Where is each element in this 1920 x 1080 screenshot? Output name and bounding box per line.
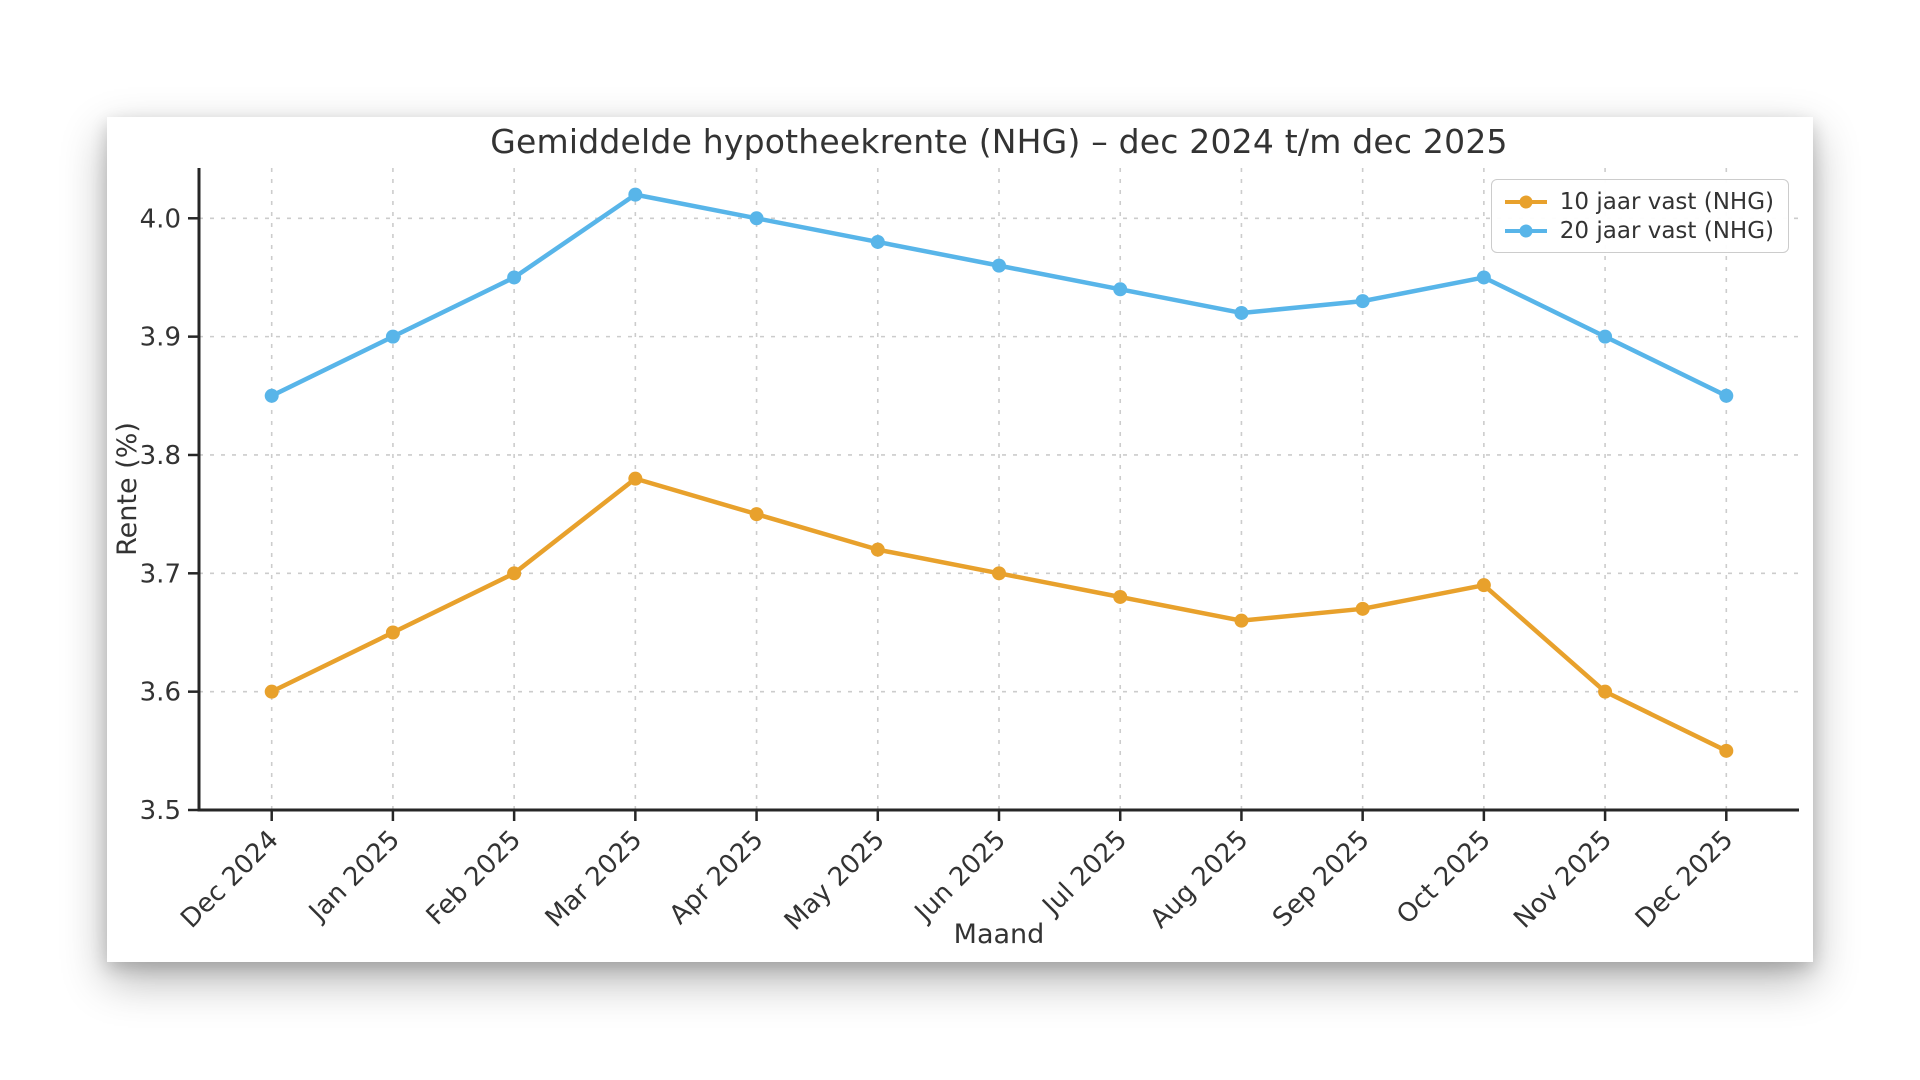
svg-text:Feb 2025: Feb 2025 [421,825,527,931]
axes [188,168,1799,821]
gridlines [199,168,1799,811]
chart-card: Gemiddelde hypotheekrente (NHG) – dec 20… [107,117,1813,962]
svg-text:Dec 2024: Dec 2024 [175,825,284,934]
svg-text:Apr 2025: Apr 2025 [664,825,770,931]
legend-item-10-jaar: 10 jaar vast (NHG) [1502,187,1774,216]
svg-text:Dec 2025: Dec 2025 [1630,825,1739,934]
tick-labels: 3.5 3.6 3.7 3.8 3.9 4.0 Dec 2024 Jan 2025 Feb 20… [140,204,1740,936]
svg-text:3.7: 3.7 [140,559,181,589]
legend-swatch-10-jaar-icon [1504,195,1547,208]
svg-text:Sep 2025: Sep 2025 [1267,825,1375,933]
svg-text:4.0: 4.0 [140,204,181,234]
legend-swatch-20-jaar-icon [1504,224,1547,237]
svg-text:3.8: 3.8 [140,441,181,471]
svg-text:3.6: 3.6 [140,678,181,708]
legend-item-20-jaar: 20 jaar vast (NHG) [1502,216,1774,245]
chart-title: Gemiddelde hypotheekrente (NHG) – dec 20… [490,122,1508,161]
legend-label-10-jaar: 10 jaar vast (NHG) [1559,188,1774,215]
svg-text:Oct 2025: Oct 2025 [1391,825,1497,931]
legend: 10 jaar vast (NHG) 20 jaar vast (NHG) [1490,179,1789,253]
series-20-jaar [264,187,1734,403]
svg-text:Nov 2025: Nov 2025 [1508,825,1618,935]
svg-text:Aug 2025: Aug 2025 [1145,825,1255,935]
svg-text:Mar 2025: Mar 2025 [540,825,649,934]
svg-text:Jul 2025: Jul 2025 [1036,825,1133,922]
svg-text:Jun 2025: Jun 2025 [908,825,1012,929]
plot-area: 3.5 3.6 3.7 3.8 3.9 4.0 Dec 2024 Jan 2025 Feb 20… [140,168,1799,937]
svg-text:Jan 2025: Jan 2025 [302,825,406,929]
svg-text:3.9: 3.9 [140,323,181,353]
series-10-jaar [264,471,1734,758]
svg-text:May 2025: May 2025 [779,825,891,937]
svg-text:3.5: 3.5 [140,796,181,826]
legend-label-20-jaar: 20 jaar vast (NHG) [1559,217,1774,244]
x-axis-label: Maand [953,919,1045,950]
